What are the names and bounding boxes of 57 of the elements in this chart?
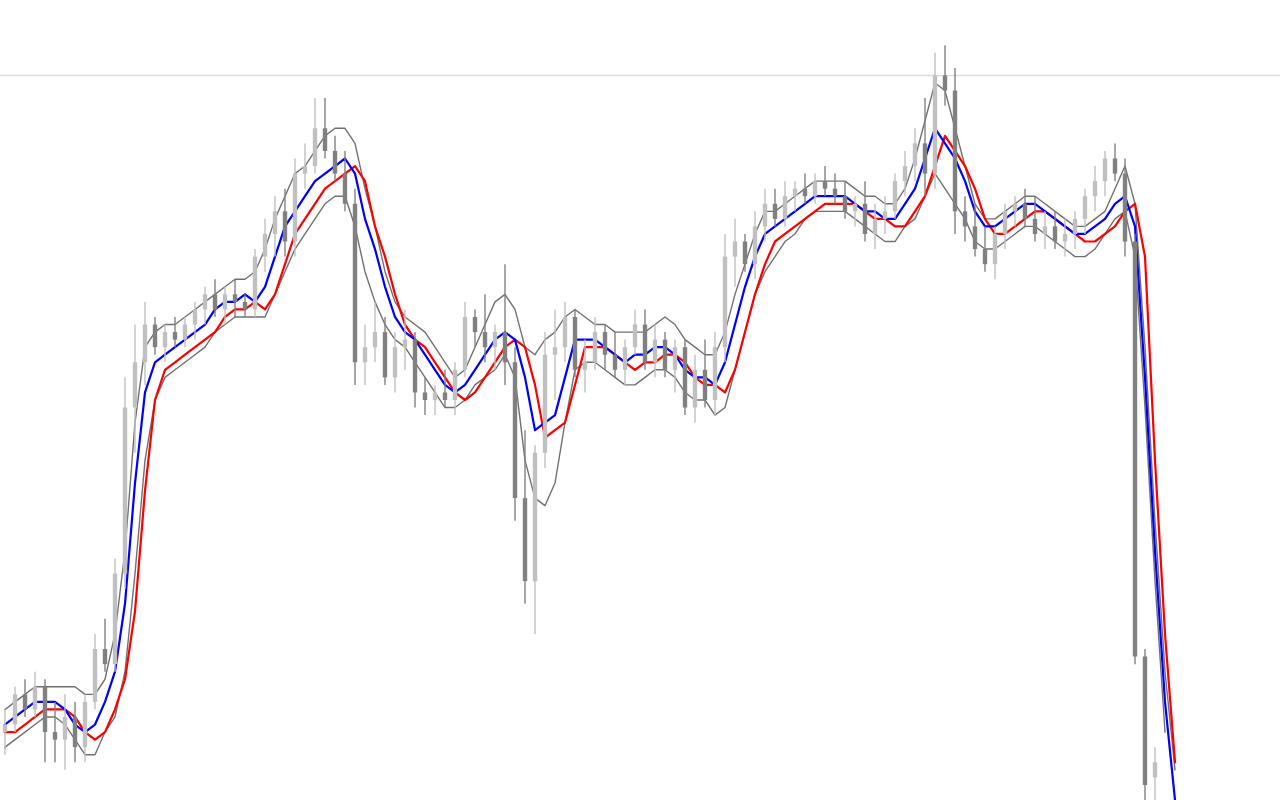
candlestick [492, 323, 498, 371]
candlestick [612, 331, 618, 379]
candlestick [1032, 195, 1038, 243]
candlestick [772, 187, 778, 228]
candlestick [52, 701, 58, 763]
candlestick [912, 127, 918, 182]
candlestick [672, 338, 678, 394]
candlestick [582, 338, 588, 394]
candlestick [602, 323, 608, 371]
candlestick [62, 693, 68, 771]
candlestick [432, 384, 438, 416]
candlestick [842, 180, 848, 220]
candlestick [372, 301, 378, 363]
candlestick [882, 195, 888, 235]
candlestick [1052, 210, 1058, 250]
candlestick [182, 316, 188, 348]
candlestick [962, 195, 968, 243]
candlestick [202, 286, 208, 326]
candlestick [262, 218, 268, 273]
candlestick [1042, 210, 1048, 250]
candlestick [442, 369, 448, 409]
candlestick [1092, 165, 1098, 213]
candlestick [972, 203, 978, 258]
candlestick [942, 44, 948, 107]
candlestick [1102, 150, 1108, 197]
candlestick [902, 150, 908, 197]
candlestick [272, 195, 278, 258]
candlestick [622, 338, 628, 386]
candlestick [1082, 187, 1088, 235]
candlestick [302, 142, 308, 190]
candlestick [232, 278, 238, 318]
candlestick [192, 301, 198, 341]
candlestick [482, 293, 488, 363]
candlestick [732, 218, 738, 288]
candlestick [222, 286, 228, 326]
candlestick [1002, 203, 1008, 250]
candlestick [782, 180, 788, 228]
candlestick [982, 225, 988, 273]
candlestick [1072, 210, 1078, 250]
candlestick [332, 135, 338, 182]
candlestick [102, 618, 108, 673]
candlestick [552, 308, 558, 401]
candlestick [822, 165, 828, 197]
candlestick [1112, 142, 1118, 182]
candlestick [1022, 187, 1028, 228]
candlestick [472, 308, 478, 348]
candlestick [22, 678, 28, 718]
candlestick [872, 203, 878, 250]
candlestick [172, 316, 178, 348]
candlestick [212, 278, 218, 318]
candlestick [422, 376, 428, 416]
candlestick [362, 323, 368, 386]
candlestick [1062, 218, 1068, 258]
candlestick [1152, 746, 1158, 800]
candlestick [322, 97, 328, 160]
candlestick [162, 323, 168, 363]
candlestick [812, 172, 818, 205]
